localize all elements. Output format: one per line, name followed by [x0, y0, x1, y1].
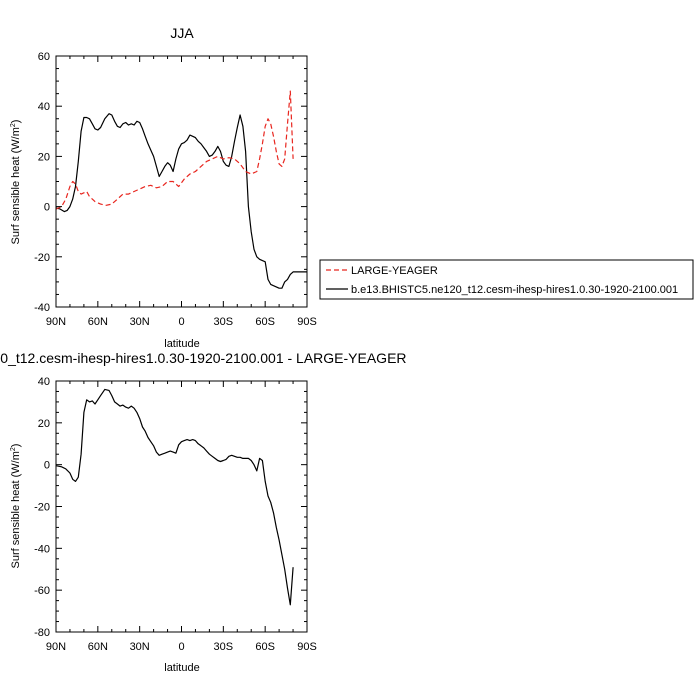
chart-bottom-x-axis: 90N 60N 30N 0 30S 60S 90S	[46, 381, 317, 653]
chart-top-plot-frame	[55, 55, 308, 308]
legend-box	[319, 259, 694, 300]
chart-top-x-axis-label: latitude	[164, 338, 199, 350]
chart-top-x-tick-label: 60S	[255, 316, 275, 328]
chart-top-x-tick-label: 90N	[46, 316, 66, 328]
chart-bottom-x-tick-label: 90S	[297, 641, 317, 653]
chart-bottom-y-tick-label: -80	[34, 627, 50, 639]
chart-bottom-y-tick-label: 40	[38, 376, 50, 388]
chart-bottom-title: 5.ne120_t12.cesm-ihesp-hires1.0.30-1920-…	[0, 350, 407, 366]
chart-bottom-y-label-superscript: 2	[10, 447, 17, 451]
chart-bottom-y-tick-label: 0	[44, 460, 50, 472]
chart-bottom-x-tick-label: 60N	[88, 641, 108, 653]
chart-bottom-series-group	[55, 388, 294, 606]
chart-bottom-x-tick-label: 90N	[46, 641, 66, 653]
chart-bottom-x-tick-label: 0	[178, 641, 184, 653]
chart-top-y-tick-label: 40	[38, 101, 50, 113]
chart-top-y-tick-label: 0	[44, 202, 50, 214]
chart-top-series-line-large-yeager	[55, 90, 294, 210]
legend-label-large-yeager: LARGE-YEAGER	[351, 265, 438, 277]
chart-top-legend: LARGE-YEAGER b.e13.BHISTC5.ne120_t12.ces…	[319, 259, 694, 300]
chart-top-y-axis-label: Surf sensible heat (W/m2)	[10, 120, 22, 245]
chart-bottom-y-tick-label: -60	[34, 585, 50, 597]
chart-bottom-y-label-main: Surf sensible heat (W/m	[10, 451, 22, 568]
chart-bottom-y-axis-label: Surf sensible heat (W/m2)	[10, 444, 22, 569]
chart-bottom-y-axis: -80 -60 -40 -20 0 20 40	[34, 376, 307, 639]
chart-bottom-x-tick-label: 30S	[214, 641, 234, 653]
chart-top-y-label-close: )	[10, 120, 22, 124]
chart-top-y-label-main: Surf sensible heat (W/m	[10, 127, 22, 244]
chart-top-title: JJA	[170, 25, 194, 41]
chart-top-y-axis: -40 -20 0 20 40 60	[34, 51, 307, 314]
chart-top-series-group	[55, 90, 307, 289]
chart-top-series-line-b-e13-bhistc5-ne120-t12-	[55, 113, 307, 289]
chart-bottom-y-tick-label: -40	[34, 543, 50, 555]
chart-bottom-y-tick-label: -20	[34, 502, 50, 514]
chart-bottom-series-line-difference	[55, 388, 294, 606]
chart-top-x-axis: 90N 60N 30N 0 30S 60S 90S	[46, 56, 317, 328]
chart-top-x-tick-label: 30N	[130, 316, 150, 328]
legend-label-bhistc5: b.e13.BHISTC5.ne120_t12.cesm-ihesp-hires…	[351, 284, 678, 296]
chart-bottom-x-tick-label: 60S	[255, 641, 275, 653]
chart-top: JJA 90N 60N 30N 0 30S 60S 90S -40 -20 0 20 40 60 la…	[10, 25, 694, 350]
chart-top-x-tick-label: 0	[178, 316, 184, 328]
chart-top-x-tick-label: 30S	[214, 316, 234, 328]
chart-top-x-tick-label: 60N	[88, 316, 108, 328]
chart-bottom-y-tick-label: 20	[38, 418, 50, 430]
chart-top-y-label-superscript: 2	[10, 123, 17, 127]
chart-bottom-x-axis-label: latitude	[164, 662, 199, 674]
chart-top-y-tick-label: 60	[38, 51, 50, 63]
chart-top-y-tick-label: -40	[34, 302, 50, 314]
chart-bottom-y-label-close: )	[10, 444, 22, 448]
chart-top-y-tick-label: 20	[38, 151, 50, 163]
chart-bottom-x-tick-label: 30N	[130, 641, 150, 653]
chart-top-y-tick-label: -20	[34, 252, 50, 264]
chart-bottom: 5.ne120_t12.cesm-ihesp-hires1.0.30-1920-…	[0, 350, 407, 674]
chart-bottom-plot-frame	[55, 380, 308, 633]
chart-top-x-tick-label: 90S	[297, 316, 317, 328]
